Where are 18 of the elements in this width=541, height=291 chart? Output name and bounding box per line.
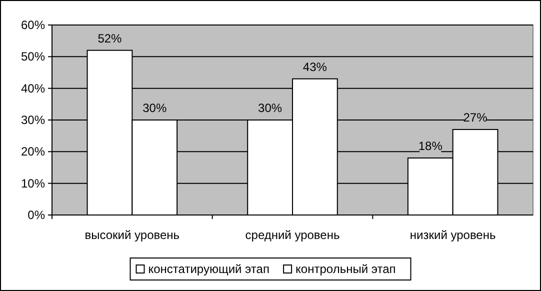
x-tick-label: высокий уровень (84, 228, 180, 242)
data-label: 30% (142, 101, 167, 115)
legend-label: контрольный этап (296, 262, 396, 276)
y-tick-label: 60% (20, 18, 46, 32)
y-tick-label: 50% (20, 50, 46, 64)
data-label: 27% (463, 110, 488, 124)
data-label: 43% (302, 60, 328, 74)
legend-label: констатирующий этап (148, 262, 270, 276)
data-label: 18% (418, 139, 443, 153)
x-tick-label: средний уровень (245, 228, 340, 242)
y-tick-label: 0% (28, 208, 46, 222)
x-tick-label: низкий уровень (410, 228, 496, 242)
data-label: 52% (98, 31, 122, 46)
data-label: 30% (258, 101, 282, 115)
y-tick-label: 20% (20, 144, 46, 159)
y-tick-label: 40% (20, 81, 46, 96)
y-tick-label: 10% (20, 176, 46, 190)
y-tick-label: 30% (20, 113, 46, 127)
